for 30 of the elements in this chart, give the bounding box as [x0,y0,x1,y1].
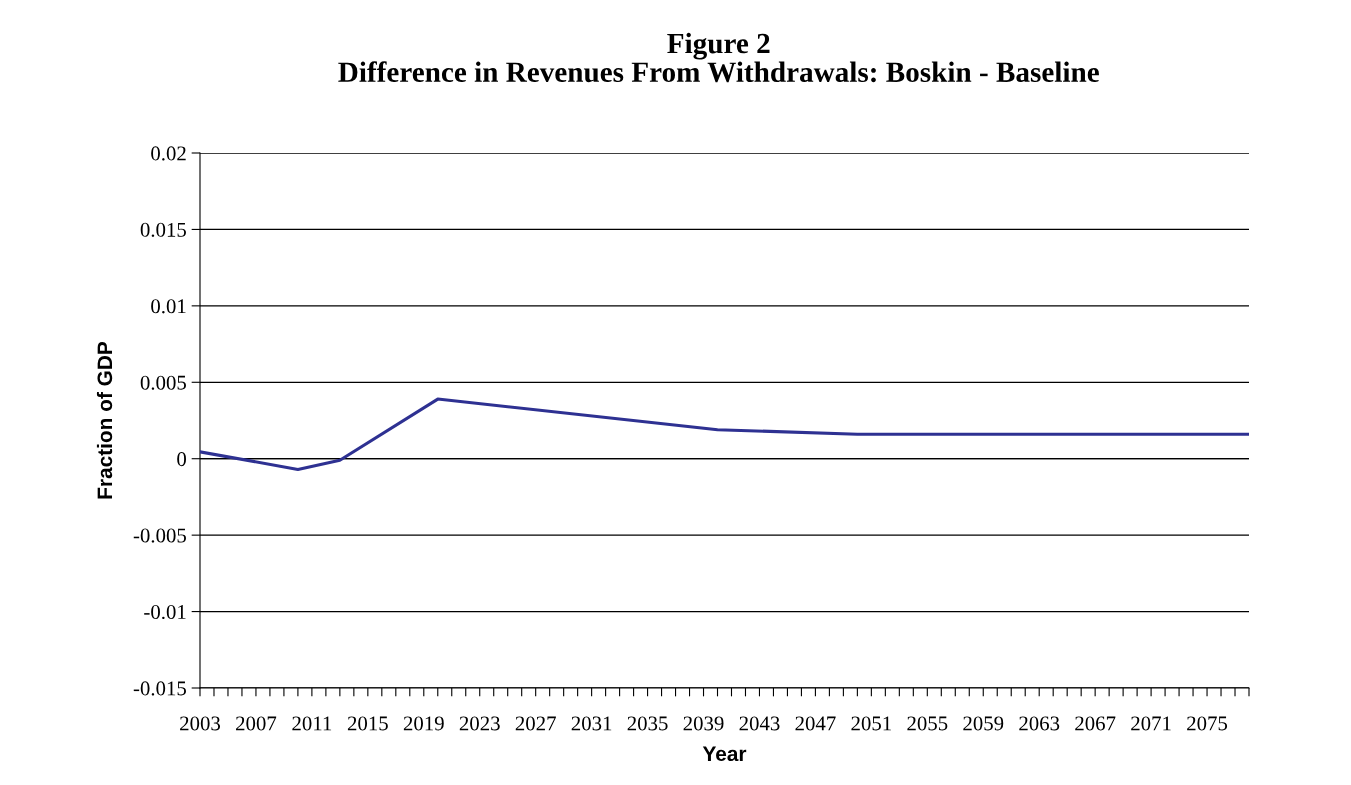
x-tick-label: 2063 [1019,716,1060,731]
x-tick-label: 2011 [292,716,332,731]
x-tick-label: 2067 [1075,716,1116,731]
x-tick-label: 2027 [515,716,556,731]
x-axis-title: Year [702,746,747,762]
x-tick-label: 2023 [459,716,500,731]
x-tick-label: 2071 [1131,716,1171,731]
x-tick-label: 2047 [795,716,836,731]
chart-title: Figure 2 Difference in Revenues From Withdrawals: Boskin - Baseline [338,32,1099,83]
y-tick-label: -0.015 [133,681,186,696]
x-tick-label: 2075 [1187,716,1228,731]
x-tick-label: 2031 [571,716,612,731]
y-axis-title: Fraction of GDP [96,341,113,499]
y-tick-label: 0.015 [140,222,186,237]
x-tick-label: 2039 [683,716,724,731]
x-tick-label: 2007 [236,716,277,731]
y-tick-label: -0.005 [133,528,186,543]
y-tick-label: 0.005 [140,375,186,390]
x-tick-label: 2051 [851,716,891,731]
y-tick-label: -0.01 [144,604,186,620]
x-tick-label: 2035 [627,716,668,731]
x-tick-label: 2015 [347,716,388,731]
x-tick-label: 2019 [403,716,444,731]
x-tick-label: 2003 [180,716,221,731]
y-tick-label: 0.02 [151,146,186,161]
x-tick-label: 2043 [739,716,780,731]
y-tick-label: 0.01 [151,299,186,314]
x-tick-label: 2055 [907,716,948,731]
y-tick-label: 0 [177,452,187,467]
x-tick-label: 2059 [963,716,1004,731]
